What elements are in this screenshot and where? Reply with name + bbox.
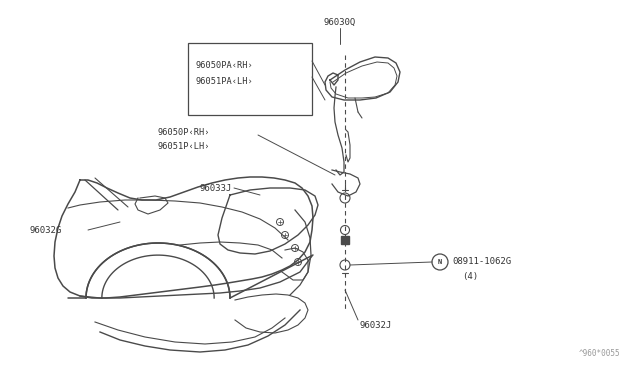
- Text: N: N: [438, 259, 442, 265]
- Text: (4): (4): [462, 272, 478, 280]
- Bar: [188, 43, 312, 115]
- Text: 96032G: 96032G: [30, 225, 62, 234]
- Text: 96050P‹RH›: 96050P‹RH›: [158, 128, 211, 137]
- Text: 08911-1062G: 08911-1062G: [452, 257, 511, 266]
- Text: 96032J: 96032J: [360, 321, 392, 330]
- Text: 96051PA‹LH›: 96051PA‹LH›: [196, 77, 253, 86]
- Text: 96033J: 96033J: [200, 183, 232, 192]
- Bar: [341, 236, 349, 244]
- Text: 96051P‹LH›: 96051P‹LH›: [158, 142, 211, 151]
- Text: ^960*0055: ^960*0055: [579, 349, 620, 358]
- Text: 96050PA‹RH›: 96050PA‹RH›: [196, 61, 253, 70]
- Text: 96030Q: 96030Q: [324, 18, 356, 27]
